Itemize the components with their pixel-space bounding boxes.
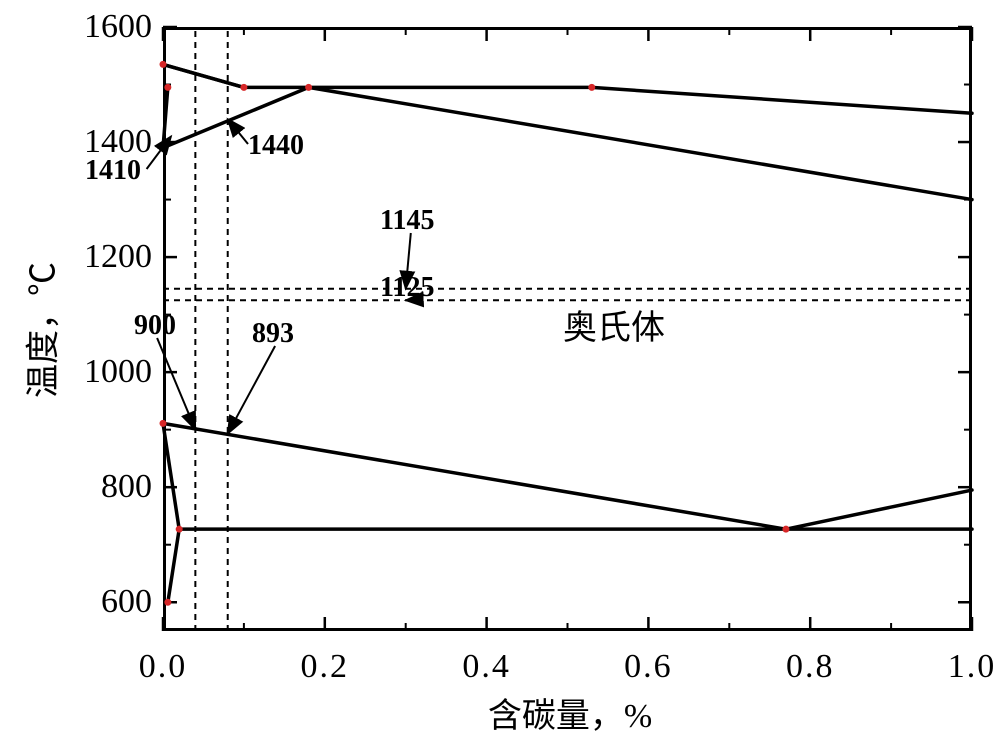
x-tick-label: 0.0 [139, 648, 188, 686]
y-tick-label: 1600 [84, 8, 152, 46]
x-tick-label: 0.4 [462, 648, 511, 686]
annotation-900: 900 [134, 310, 176, 342]
annotation-1125: 1125 [380, 272, 434, 304]
y-tick-label: 1000 [84, 353, 152, 391]
annotation-1410: 1410 [85, 155, 141, 187]
y-tick-label: 600 [101, 583, 152, 621]
y-tick-label: 1200 [84, 238, 152, 276]
x-tick-label: 0.6 [624, 648, 673, 686]
y-axis-label: 温度，℃ [16, 262, 65, 398]
annotation-893: 893 [252, 318, 294, 350]
x-axis-label: 含碳量，% [488, 688, 652, 737]
annotation-1145: 1145 [380, 205, 434, 237]
x-tick-label: 0.8 [786, 648, 835, 686]
x-tick-label: 0.2 [301, 648, 350, 686]
region-label-austenite: 奥氏体 [563, 300, 665, 349]
y-tick-label: 800 [101, 468, 152, 506]
annotation-1440: 1440 [248, 130, 304, 162]
x-tick-label: 1.0 [948, 648, 997, 686]
